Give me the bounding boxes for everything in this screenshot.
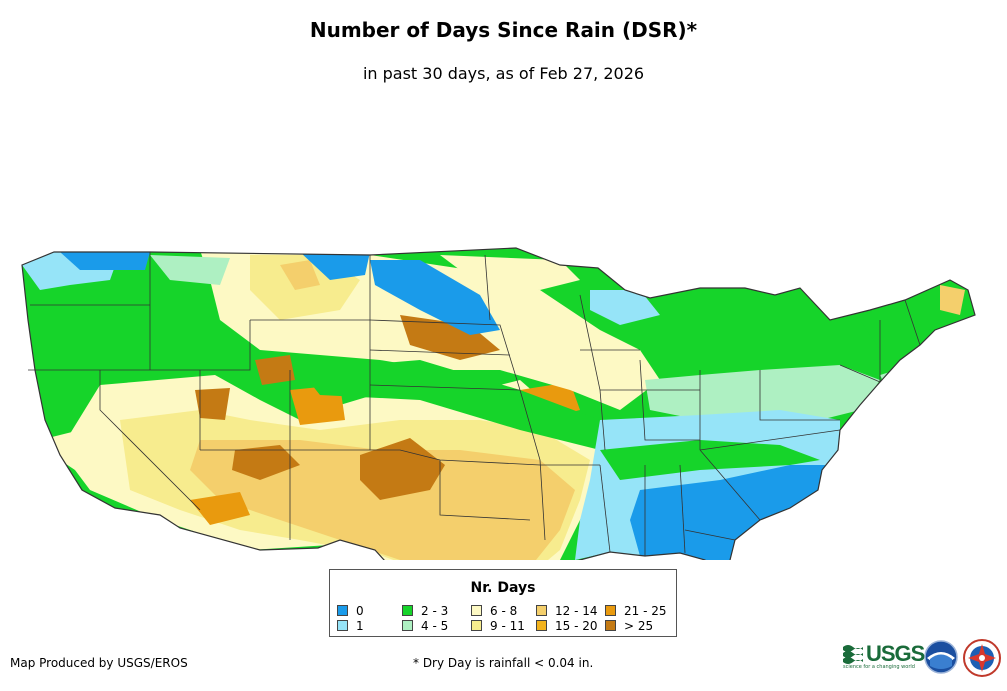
legend-item: 15 - 20 (536, 620, 598, 632)
dry-day-note: * Dry Day is rainfall < 0.04 in. (413, 656, 594, 670)
legend-label: > 25 (624, 619, 654, 633)
legend-label: 6 - 8 (490, 604, 518, 618)
usgs-tagline: science for a changing world (843, 664, 915, 670)
legend-swatch (471, 605, 482, 616)
noaa-logo-icon (924, 640, 958, 674)
legend-swatch (337, 620, 348, 631)
legend-swatch (536, 605, 547, 616)
legend-label: 1 (356, 619, 364, 633)
legend-title: Nr. Days (470, 580, 536, 596)
legend-swatch (402, 620, 413, 631)
legend-item: 1 (337, 620, 364, 632)
legend-item: 21 - 25 (605, 605, 667, 617)
map-title: Number of Days Since Rain (DSR)* (309, 18, 698, 42)
usgs-logo-icon (843, 645, 863, 664)
legend-label: 12 - 14 (555, 604, 598, 618)
legend-swatch (605, 620, 616, 631)
legend-swatch (536, 620, 547, 631)
legend-swatch (402, 605, 413, 616)
legend-item: 9 - 11 (471, 620, 525, 632)
legend-label: 2 - 3 (421, 604, 449, 618)
legend-item: 0 (337, 605, 364, 617)
legend-item: > 25 (605, 620, 653, 632)
legend-item: 12 - 14 (536, 605, 598, 617)
legend-item: 2 - 3 (402, 605, 448, 617)
nws-logo-icon (963, 639, 1001, 677)
legend-label: 9 - 11 (490, 619, 525, 633)
legend-item: 4 - 5 (402, 620, 448, 632)
legend-item: 6 - 8 (471, 605, 517, 617)
dsr-regions (22, 248, 975, 560)
legend-label: 0 (356, 604, 364, 618)
legend-label: 15 - 20 (555, 619, 598, 633)
state-borders (21, 247, 976, 560)
legend-label: 4 - 5 (421, 619, 449, 633)
legend-swatch (337, 605, 348, 616)
credit-text: Map Produced by USGS/EROS (10, 656, 188, 670)
usgs-wordmark: USGS (866, 641, 925, 666)
legend-swatch (605, 605, 616, 616)
legend-swatch (471, 620, 482, 631)
legend-label: 21 - 25 (624, 604, 667, 618)
us-dsr-map (21, 247, 976, 560)
map-subtitle: in past 30 days, as of Feb 27, 2026 (362, 64, 645, 83)
